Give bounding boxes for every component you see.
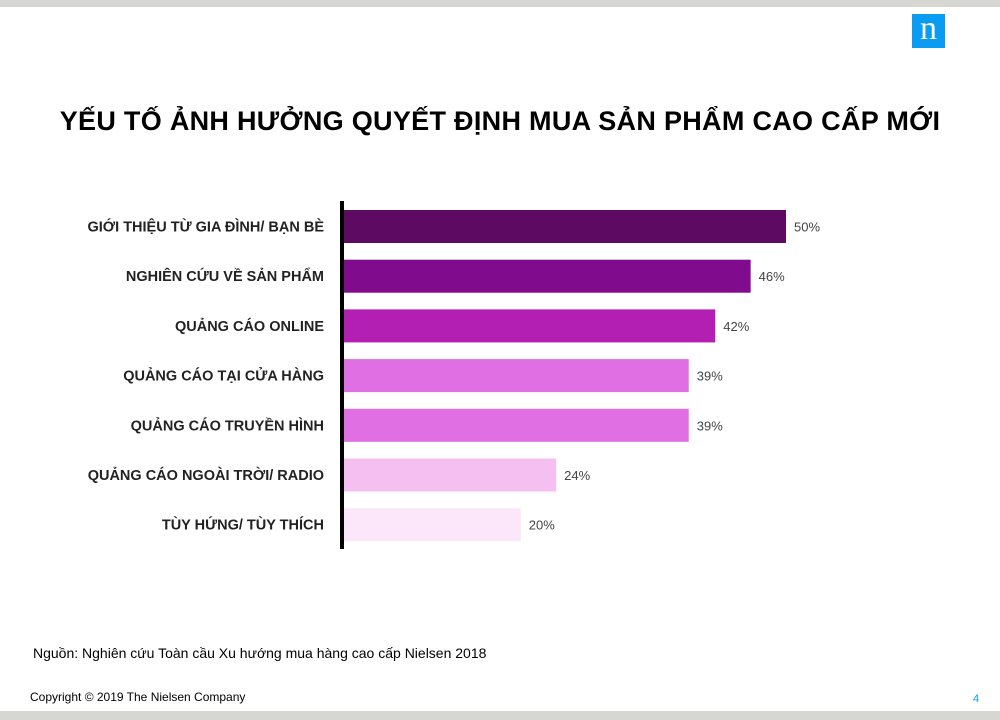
- bar: [344, 508, 521, 542]
- category-label: QUẢNG CÁO TRUYỀN HÌNH: [131, 417, 324, 434]
- value-label: 46%: [759, 269, 785, 284]
- top-bar: [0, 0, 1000, 7]
- category-label: QUẢNG CÁO NGOÀI TRỜI/ RADIO: [88, 466, 324, 484]
- value-label: 39%: [697, 418, 723, 433]
- bar: [344, 259, 751, 293]
- page-number: 4: [973, 693, 980, 705]
- value-label: 42%: [723, 319, 749, 334]
- bar: [344, 309, 716, 343]
- bar: [344, 458, 557, 492]
- category-label: GIỚI THIỆU TỪ GIA ĐÌNH/ BẠN BÈ: [87, 218, 324, 236]
- bar: [344, 408, 689, 442]
- category-label: TÙY HỨNG/ TÙY THÍCH: [162, 516, 324, 534]
- source-note: Nguồn: Nghiên cứu Toàn cầu Xu hướng mua …: [33, 645, 487, 661]
- category-label: QUẢNG CÁO TẠI CỬA HÀNG: [123, 367, 324, 385]
- nielsen-logo: n: [912, 12, 945, 48]
- value-label: 39%: [697, 369, 723, 384]
- chart-title: YẾU TỐ ẢNH HƯỞNG QUYẾT ĐỊNH MUA SẢN PHẨM…: [59, 106, 941, 136]
- bar: [344, 210, 786, 243]
- bar: [344, 359, 689, 393]
- category-label: NGHIÊN CỨU VỀ SẢN PHẨM: [126, 267, 324, 285]
- bottom-bar: [0, 711, 1000, 720]
- value-label: 20%: [529, 518, 555, 533]
- value-label: 50%: [794, 220, 820, 235]
- category-label: QUẢNG CÁO ONLINE: [175, 318, 324, 335]
- copyright-text: Copyright © 2019 The Nielsen Company: [30, 690, 246, 704]
- value-label: 24%: [564, 468, 590, 483]
